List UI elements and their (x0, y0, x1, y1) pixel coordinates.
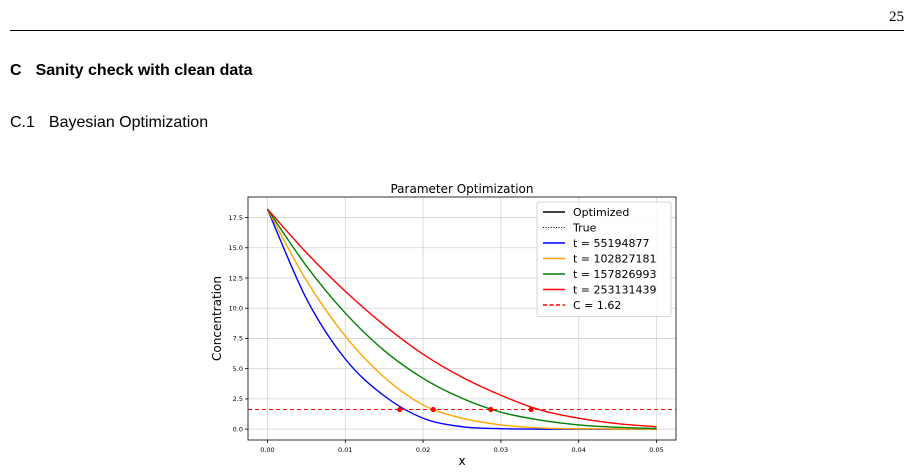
header-rule (10, 30, 904, 31)
legend-label: C = 1.62 (573, 299, 621, 312)
y-tick-label: 5.0 (233, 365, 243, 373)
x-tick-label: 0.03 (494, 446, 508, 454)
legend-label: True (572, 222, 597, 235)
subsection-title: Bayesian Optimization (48, 114, 209, 131)
y-tick-label: 10.0 (229, 305, 243, 313)
legend-label: t = 102827181 (573, 253, 657, 266)
section-number: C (10, 62, 22, 79)
plot-frame (247, 196, 677, 441)
front-marker-3 (528, 406, 534, 413)
x-axis-label: x (458, 454, 465, 468)
legend: Optimized True t = 55194877 t = 102827181 t … (536, 201, 672, 317)
subsection-heading: C.1 Bayesian Optimization (10, 114, 208, 132)
y-tick-label: 2.5 (233, 395, 243, 403)
subsection-number: C.1 (10, 114, 35, 131)
section-heading: C Sanity check with clean data (10, 62, 253, 80)
series-line-2 (266, 208, 657, 430)
x-tick-label: 0.00 (260, 446, 274, 454)
y-axis-label: Concentration (210, 276, 224, 361)
chart-title: Parameter Optimization (390, 182, 533, 196)
tick-labels: 0.00 0.01 0.02 0.03 0.04 0.05 0.0 2.5 5.0 7.5 10.0… (229, 214, 664, 454)
y-tick-label: 12.5 (229, 274, 243, 282)
front-marker-1 (430, 406, 436, 413)
legend-label: Optimized (573, 206, 629, 219)
x-tick-label: 0.02 (416, 446, 430, 454)
front-marker-2 (488, 406, 494, 413)
front-markers (397, 406, 534, 413)
legend-label: t = 55194877 (573, 237, 650, 250)
y-tick-label: 7.5 (233, 335, 243, 343)
series-layer (248, 208, 676, 430)
y-tick-label: 0.0 (233, 425, 243, 433)
front-marker-0 (397, 406, 403, 413)
legend-label: t = 253131439 (573, 284, 657, 297)
x-tick-label: 0.05 (649, 446, 663, 454)
legend-label: t = 157826993 (573, 268, 657, 281)
page-number: 25 (889, 9, 904, 25)
y-tick-label: 17.5 (229, 214, 243, 222)
section-title: Sanity check with clean data (35, 62, 253, 79)
legend-box (536, 201, 672, 317)
x-tick-label: 0.04 (571, 446, 585, 454)
series-line-1 (266, 208, 657, 430)
x-tick-label: 0.01 (338, 446, 352, 454)
series-line-3 (266, 208, 657, 428)
y-tick-label: 15.0 (229, 244, 243, 252)
